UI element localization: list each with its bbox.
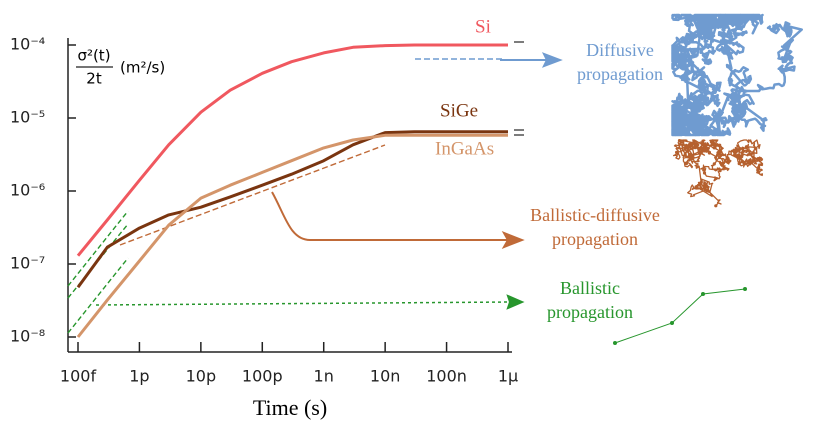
walk-point (757, 165, 761, 169)
x-tick-label: 1n (314, 367, 334, 386)
walk-point (694, 185, 698, 189)
walk-path (672, 139, 764, 207)
walk-point (707, 151, 712, 155)
walk-point (744, 145, 749, 149)
random-walk (671, 13, 803, 137)
y-tick-label: 10⁻⁷ (10, 254, 45, 273)
walk-point (712, 146, 716, 150)
annotation: propagation (577, 64, 663, 84)
ballistic-asymptote (67, 257, 129, 334)
walk-point (726, 157, 730, 161)
annotation: propagation (547, 302, 633, 322)
walk-point (712, 162, 716, 166)
annotation: Diffusive (586, 40, 654, 60)
walk-point (683, 152, 687, 157)
random-walk (672, 139, 764, 208)
annotation: Ballistic-diffusive (530, 205, 660, 225)
series-line (76, 133, 508, 338)
walk-point (675, 150, 679, 154)
y-tick-label: 10⁻⁶ (10, 181, 45, 200)
x-tick-label: 100n (426, 367, 467, 386)
x-tick-label: 10p (186, 367, 217, 386)
walk-point (743, 287, 747, 291)
walk-point (688, 142, 692, 147)
walk-point (718, 169, 722, 173)
arrowhead (541, 52, 563, 68)
walk-point (670, 321, 674, 325)
x-tick-label: 10n (370, 367, 401, 386)
y-label-denominator: 2t (86, 70, 102, 88)
arrows (95, 52, 563, 310)
y-label-numerator: σ²(t) (77, 47, 110, 65)
walk-path (614, 288, 746, 344)
x-tick-label: 1p (129, 367, 149, 386)
walk-point (701, 292, 705, 296)
walk-point (693, 146, 697, 150)
walk-path (671, 13, 803, 137)
arrowhead (506, 294, 525, 310)
y-tick-label: 10⁻⁵ (10, 108, 45, 127)
diffusive-asymptote (119, 144, 386, 246)
walk-point (702, 171, 707, 175)
x-label: Time (s) (253, 395, 327, 420)
walk-point (700, 148, 704, 152)
walk-point (684, 162, 689, 166)
y-tick-label: 10⁻⁴ (10, 35, 45, 54)
walk-point (688, 154, 692, 158)
ballistic-walk (613, 287, 747, 345)
y-tick-label: 10⁻⁸ (10, 327, 45, 346)
x-tick-label: 100f (60, 367, 97, 386)
series-label: SiGe (440, 100, 478, 121)
series-label: InGaAs (435, 138, 494, 159)
annotation: propagation (552, 229, 638, 249)
walk-point (734, 150, 738, 154)
walk-point (702, 184, 707, 188)
walk-point (745, 149, 750, 153)
walk-point (720, 162, 724, 166)
walk-point (677, 139, 682, 143)
walk-point (703, 147, 707, 151)
walk-point (737, 162, 741, 166)
walk-point (737, 153, 741, 157)
arrowhead (501, 231, 525, 249)
arrow (271, 191, 510, 241)
walk-point (743, 162, 747, 166)
walk-point (726, 160, 730, 164)
walk-point (714, 204, 718, 208)
walk-point (712, 142, 716, 146)
walk-point (699, 146, 703, 150)
walk-point (741, 149, 745, 154)
series-line (76, 43, 508, 257)
walk-point (613, 341, 617, 345)
walk-point (690, 157, 694, 161)
walk-point (754, 147, 758, 151)
y-label-unit: (m²/s) (120, 59, 165, 77)
series-label: Si (475, 16, 491, 37)
asymptotes (67, 41, 524, 334)
walk-point (748, 162, 752, 166)
series-line (76, 130, 508, 289)
x-tick-label: 100p (242, 367, 283, 386)
arrow (95, 301, 513, 306)
ballistic-asymptote (67, 210, 129, 287)
x-tick-label: 1μ (498, 367, 518, 386)
annotation: Ballistic (560, 278, 620, 298)
